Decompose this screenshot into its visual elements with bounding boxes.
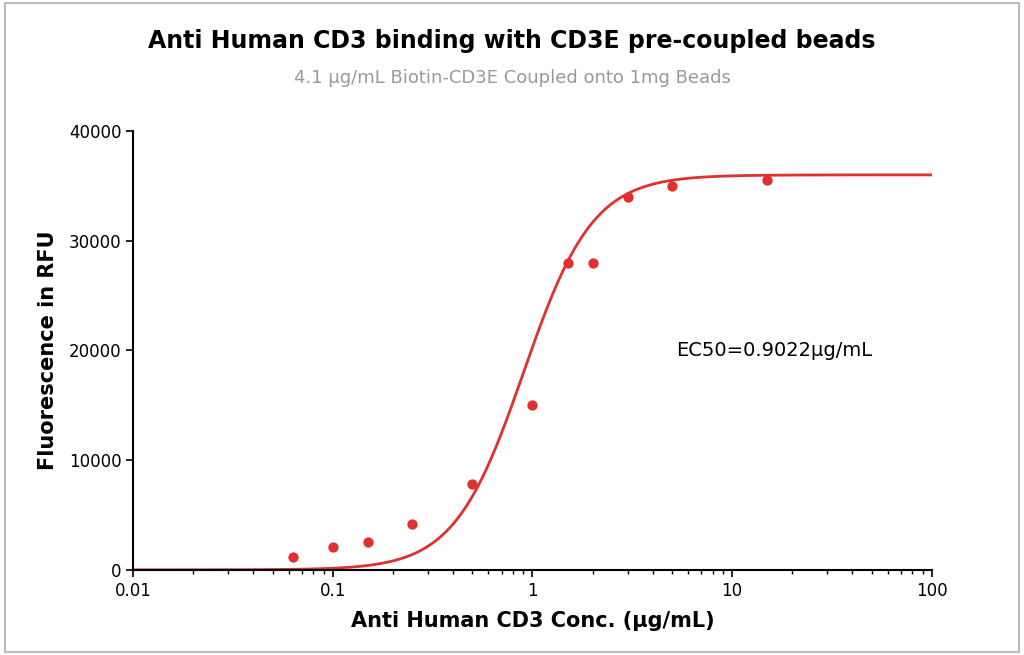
- Point: [759, 175, 775, 185]
- Text: EC50=0.9022μg/mL: EC50=0.9022μg/mL: [676, 341, 872, 360]
- Point: [559, 257, 575, 268]
- Y-axis label: Fluorescence in RFU: Fluorescence in RFU: [38, 231, 57, 470]
- X-axis label: Anti Human CD3 Conc. (μg/mL): Anti Human CD3 Conc. (μg/mL): [350, 610, 715, 631]
- Point: [285, 552, 301, 562]
- Point: [585, 257, 601, 268]
- Point: [664, 181, 680, 191]
- Point: [404, 519, 421, 529]
- Point: [524, 400, 541, 411]
- Point: [325, 542, 341, 552]
- Point: [620, 191, 636, 202]
- Text: 4.1 μg/mL Biotin-CD3E Coupled onto 1mg Beads: 4.1 μg/mL Biotin-CD3E Coupled onto 1mg B…: [294, 69, 730, 86]
- Text: Anti Human CD3 binding with CD3E pre-coupled beads: Anti Human CD3 binding with CD3E pre-cou…: [148, 29, 876, 54]
- Point: [359, 537, 376, 548]
- Point: [464, 479, 480, 489]
